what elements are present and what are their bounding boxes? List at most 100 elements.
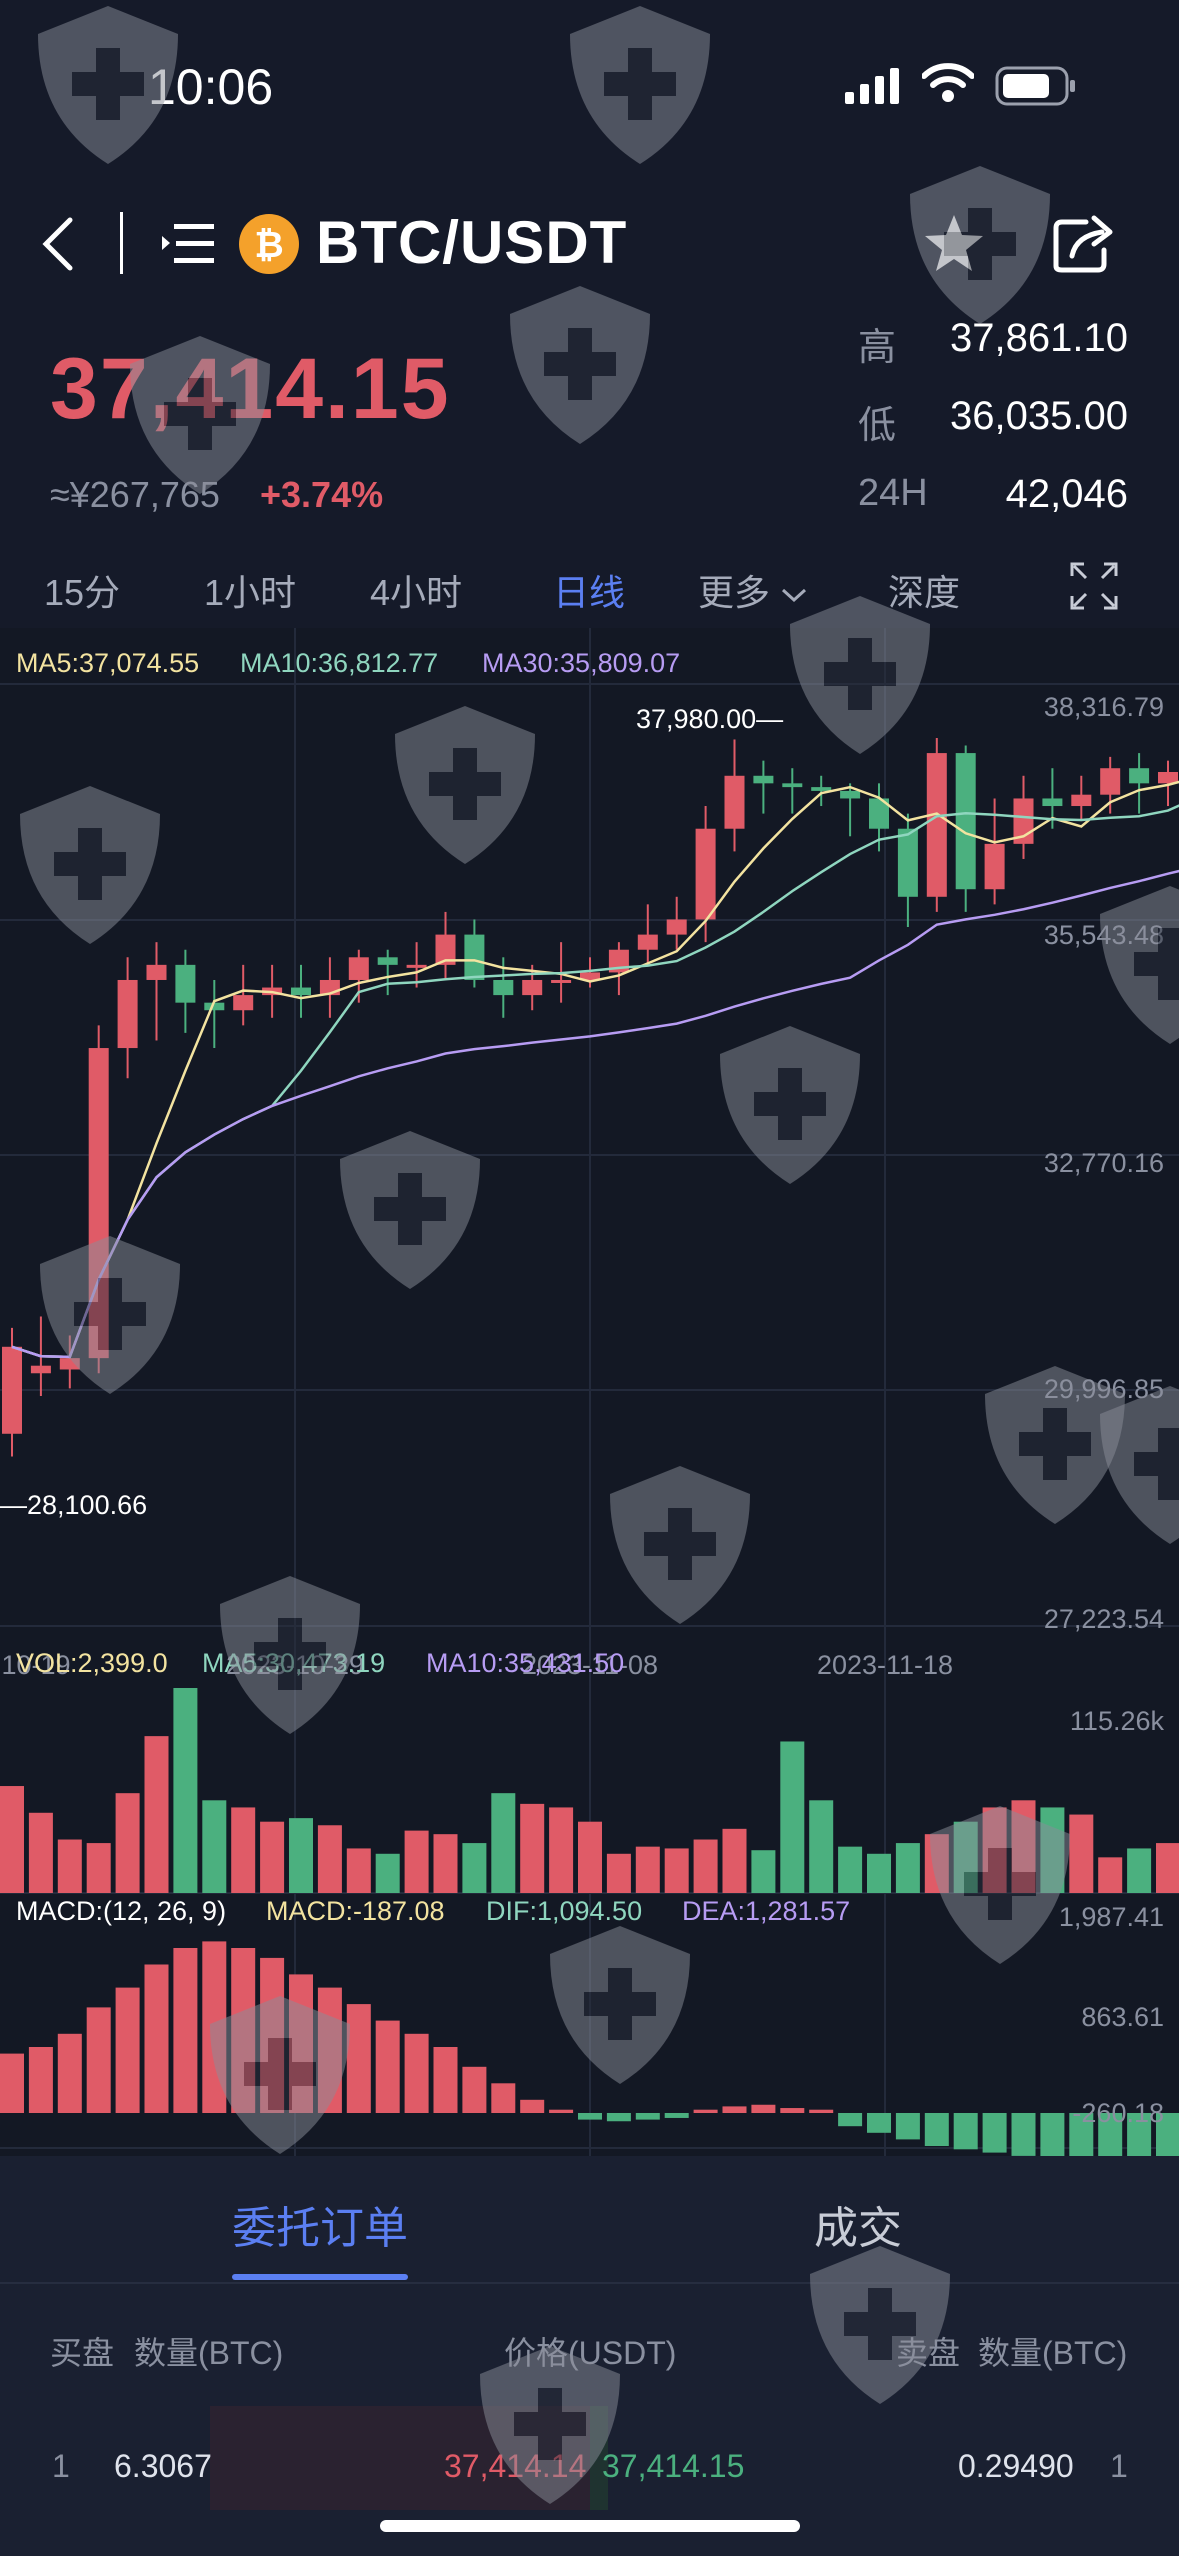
ma5-line [11, 780, 1179, 1359]
macd-params: MACD:(12, 26, 9) [16, 1896, 227, 1926]
price-change: +3.74% [260, 474, 384, 515]
volume-bar [202, 1800, 227, 1893]
macd-bar [173, 1948, 198, 2113]
tab-orders[interactable]: 委托订单 [232, 2204, 408, 2253]
candle-body [666, 919, 687, 935]
watermark-shield-icon [120, 330, 280, 505]
volume-bar [895, 1843, 920, 1893]
volume-bar [231, 1807, 256, 1893]
tab-orders-underline [232, 2274, 408, 2280]
volume-bar [664, 1848, 689, 1893]
tab-depth[interactable]: 深度 [888, 572, 961, 613]
macd-bar [375, 2020, 400, 2113]
volume-bar [520, 1803, 545, 1893]
tab-trades[interactable]: 成交 [814, 2204, 902, 2253]
candle-body [348, 957, 369, 980]
volume-bar [578, 1821, 602, 1893]
macd-bar [462, 2066, 487, 2113]
max-price-label: 37,980.00— [636, 704, 783, 734]
candle-body [869, 798, 889, 829]
macd-bar [751, 2104, 776, 2113]
watermark-shield-icon [500, 280, 660, 455]
macd-bar [953, 2113, 978, 2150]
macd-bar [549, 2109, 574, 2113]
candle-body [1042, 798, 1063, 807]
macd-bar [1011, 2113, 1036, 2156]
macd-legend: MACD:-187.08 [266, 1896, 445, 1926]
watermark-shield-icon [600, 1460, 760, 1635]
candle-body [233, 995, 254, 1011]
vol-legend: VOL:2,399.0 [16, 1648, 168, 1678]
watermark-shield-icon [920, 1800, 1080, 1975]
macd-bar [86, 2007, 111, 2113]
row-index-right: 1 [1110, 2448, 1128, 2484]
watermark-shield-icon [1090, 880, 1179, 1055]
macd-bar [1098, 2113, 1123, 2163]
macd-bar [520, 2099, 545, 2113]
tab-15m[interactable]: 15分 [44, 572, 121, 613]
dif-legend: DIF:1,094.50 [486, 1896, 643, 1926]
fullscreen-icon[interactable] [1070, 562, 1118, 619]
volume-bar [0, 1786, 24, 1893]
menu-icon[interactable] [160, 222, 216, 271]
tab-more-label: 更多 [698, 572, 771, 613]
back-icon[interactable] [38, 216, 78, 277]
share-icon[interactable] [1050, 212, 1116, 279]
watermark-shield-icon [900, 160, 1060, 335]
volume-bar [462, 1843, 487, 1893]
volume-bar [491, 1793, 516, 1893]
candle-body [955, 753, 976, 890]
volume-bar [1127, 1848, 1152, 1893]
volume-bar [260, 1821, 285, 1893]
price-axis-label: 32,770.16 [1044, 1148, 1164, 1178]
volume-bar [751, 1850, 776, 1893]
row-buy-qty: 6.3067 [114, 2448, 212, 2484]
macd-bar [1156, 2113, 1179, 2166]
candle-body [637, 934, 658, 950]
ma30-line [11, 869, 1179, 1359]
macd-bar [1069, 2113, 1094, 2161]
volume-bar [606, 1853, 631, 1893]
watermark-shield-icon [200, 1990, 360, 2165]
macd-bar [924, 2113, 949, 2146]
volume-max-label: 115.26k [1070, 1706, 1165, 1736]
macd-bar [346, 2004, 371, 2113]
volume-bar [1156, 1843, 1179, 1893]
watermark-shield-icon [10, 780, 170, 955]
candle-body [493, 979, 514, 996]
dea-legend: DEA:1,281.57 [682, 1896, 851, 1926]
candle-body [984, 843, 1005, 890]
macd-bar [809, 2109, 834, 2113]
candle-body [695, 828, 716, 920]
macd-axis-label: -260.18 [1072, 2098, 1164, 2128]
candle-body [117, 979, 138, 1049]
candle-body [840, 790, 861, 799]
head-buy-qty: 数量(BTC) [134, 2335, 284, 2371]
volume-bar [635, 1846, 660, 1893]
tab-daily[interactable]: 日线 [553, 572, 626, 613]
candle-body [1071, 794, 1092, 807]
macd-bar [693, 2109, 718, 2113]
candle-body [897, 828, 918, 897]
ma5-legend: MA5:37,074.55 [16, 648, 200, 678]
volume-bar [317, 1825, 342, 1893]
home-indicator[interactable] [380, 2520, 800, 2532]
candle-body [464, 934, 485, 980]
row-ask-price[interactable]: 37,414.15 [602, 2448, 745, 2484]
macd-bar [606, 2113, 631, 2122]
watermark-shield-icon [30, 1230, 190, 1405]
price-axis-label: 38,316.79 [1044, 692, 1164, 722]
candle-body [291, 987, 311, 996]
candle-body [1129, 768, 1150, 784]
macd-bar [982, 2113, 1007, 2153]
wifi-icon [921, 62, 975, 109]
tab-more[interactable]: 更多 [698, 564, 808, 616]
volume-bar [86, 1843, 111, 1893]
tab-1h[interactable]: 1小时 [204, 572, 297, 613]
macd-bar [722, 2106, 747, 2113]
tab-4h[interactable]: 4小时 [370, 572, 463, 613]
vol24-value: 42,046 [1005, 472, 1128, 516]
watermark-shield-icon [28, 0, 188, 175]
candle-body [926, 753, 947, 897]
candle-body [2, 1346, 22, 1434]
